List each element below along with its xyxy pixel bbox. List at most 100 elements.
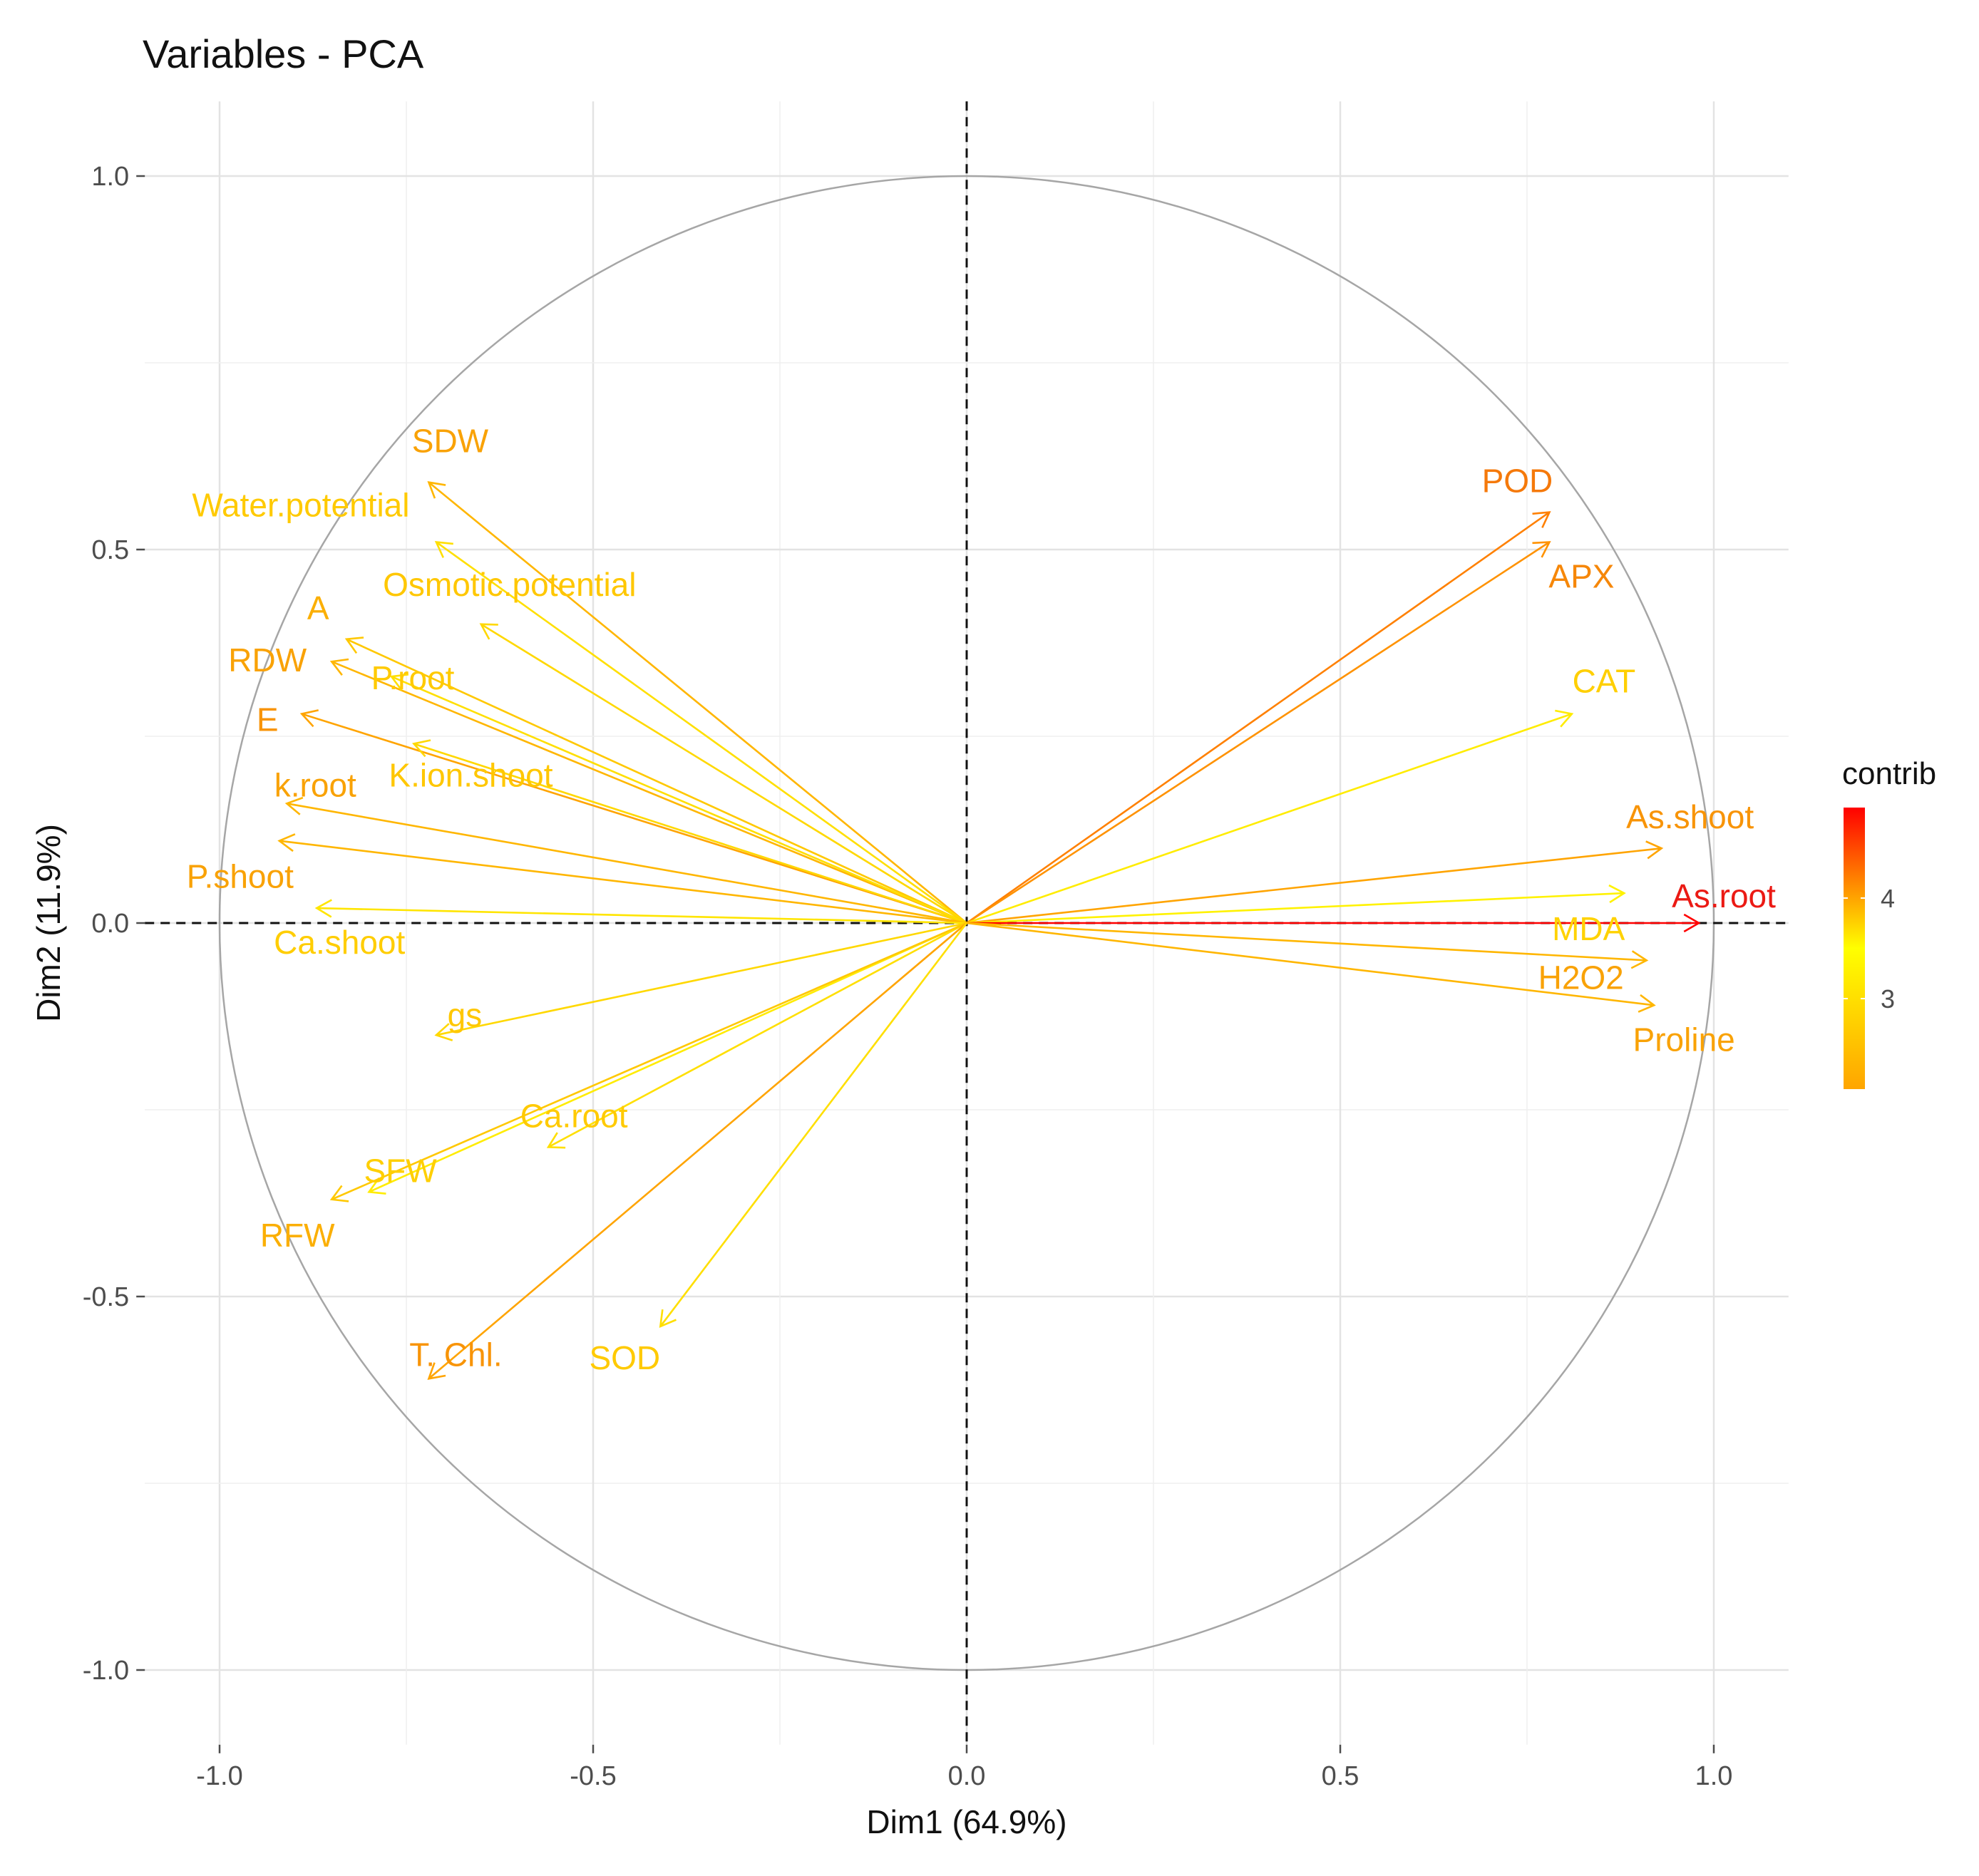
arrow-shaft — [279, 840, 967, 924]
arrow-head — [284, 796, 304, 815]
variable-arrow — [546, 922, 967, 1149]
arrow-shaft — [548, 922, 967, 1148]
variable-arrow — [427, 481, 967, 924]
arrow-shaft — [966, 541, 1551, 924]
arrow-head — [1608, 884, 1626, 904]
variable-arrow — [966, 922, 1656, 1013]
variable-arrow — [412, 739, 967, 924]
variable-label: RDW — [228, 641, 307, 679]
variable-arrow — [966, 884, 1626, 924]
legend-title: contrib — [1842, 756, 1936, 791]
arrow-head — [329, 1185, 349, 1202]
arrow-head — [546, 1132, 566, 1149]
legend-tick-label: 4 — [1881, 884, 1895, 913]
variable-label: As.root — [1672, 877, 1776, 914]
arrow-shaft — [331, 660, 967, 924]
arrow-head — [1683, 913, 1701, 933]
arrow-head — [427, 1362, 446, 1380]
variable-label: APX — [1548, 558, 1614, 595]
variable-arrow — [434, 541, 967, 924]
arrow-shaft — [436, 922, 967, 1036]
variable-arrows — [277, 481, 1701, 1380]
arrow-shaft — [413, 743, 967, 924]
variable-label: Water.potential — [192, 487, 409, 524]
variable-label: MDA — [1552, 910, 1625, 947]
variable-label: P.root — [371, 659, 455, 696]
y-tick-label: 1.0 — [91, 162, 129, 192]
variable-label: T. Chl. — [409, 1336, 502, 1373]
variable-label: SFW — [364, 1152, 437, 1189]
arrow-head — [1645, 840, 1664, 860]
variable-label: K.ion.shoot — [389, 756, 552, 793]
chart-title: Variables - PCA — [143, 31, 424, 76]
arrow-shaft — [428, 922, 967, 1380]
variable-label: A — [307, 589, 329, 627]
arrow-head — [1532, 541, 1551, 558]
x-tick-label: -0.5 — [570, 1761, 616, 1791]
arrow-shaft — [331, 922, 967, 1200]
legend-tick-label: 3 — [1881, 984, 1895, 1014]
variable-arrow — [284, 796, 967, 924]
arrow-shaft — [391, 675, 967, 924]
variable-arrow — [389, 674, 967, 924]
legend-ticks: 34 — [1844, 884, 1895, 1014]
arrow-shaft — [966, 922, 1647, 962]
variable-label: k.root — [274, 766, 356, 803]
y-axis-ticks: 1.0 0.5 0.0 -0.5 -1.0 — [83, 162, 145, 1686]
arrow-shaft — [966, 922, 1655, 1006]
arrow-head — [329, 658, 349, 676]
arrow-shaft — [317, 907, 967, 924]
variable-arrow — [344, 636, 967, 924]
variable-label: POD — [1482, 463, 1553, 500]
arrow-head — [389, 674, 409, 691]
arrow-shaft — [659, 922, 968, 1327]
arrow-shaft — [369, 922, 967, 1193]
variable-arrow — [659, 922, 968, 1328]
variable-arrow — [314, 899, 967, 924]
variable-label: P.shoot — [187, 858, 294, 895]
y-tick-label: 0.5 — [91, 535, 129, 565]
arrow-shaft — [428, 481, 967, 924]
arrow-head — [479, 623, 498, 640]
x-tick-label: 0.5 — [1322, 1761, 1359, 1791]
arrow-head — [1638, 994, 1656, 1013]
arrow-head — [344, 636, 364, 654]
variable-label: H2O2 — [1538, 959, 1624, 996]
variable-arrow — [329, 922, 967, 1202]
variable-label: gs — [448, 996, 483, 1034]
arrow-shaft — [480, 623, 967, 924]
arrow-shaft — [287, 803, 967, 924]
arrow-head — [314, 899, 332, 918]
arrow-shaft — [966, 511, 1551, 924]
variable-arrow — [966, 840, 1664, 924]
arrow-shaft — [966, 713, 1573, 924]
variable-arrow — [329, 658, 967, 924]
x-axis-title: Dim1 (64.9%) — [866, 1803, 1066, 1840]
variable-arrow — [966, 922, 1649, 969]
x-tick-label: 1.0 — [1695, 1761, 1733, 1791]
contrib-legend: contrib 34 — [1842, 756, 1936, 1089]
variable-arrow — [299, 709, 967, 924]
arrow-head — [1555, 709, 1574, 728]
variable-arrow — [367, 922, 967, 1195]
arrow-head — [412, 739, 431, 758]
variable-arrow — [434, 922, 967, 1041]
variable-label: RFW — [260, 1217, 335, 1254]
arrow-shaft — [301, 713, 967, 924]
arrow-shaft — [436, 541, 967, 924]
y-tick-label: -1.0 — [83, 1656, 129, 1686]
y-tick-label: -0.5 — [83, 1282, 129, 1312]
variable-label: Proline — [1633, 1021, 1735, 1058]
variable-arrow — [966, 511, 1551, 924]
arrow-head — [1532, 511, 1551, 528]
variable-label: Ca.root — [520, 1097, 628, 1134]
variable-label: SDW — [412, 423, 489, 460]
x-tick-label: -1.0 — [196, 1761, 242, 1791]
variable-arrow — [966, 709, 1574, 924]
arrow-head — [277, 833, 296, 852]
arrow-head — [1630, 950, 1649, 969]
variable-arrow — [427, 922, 967, 1380]
arrow-head — [299, 709, 319, 728]
